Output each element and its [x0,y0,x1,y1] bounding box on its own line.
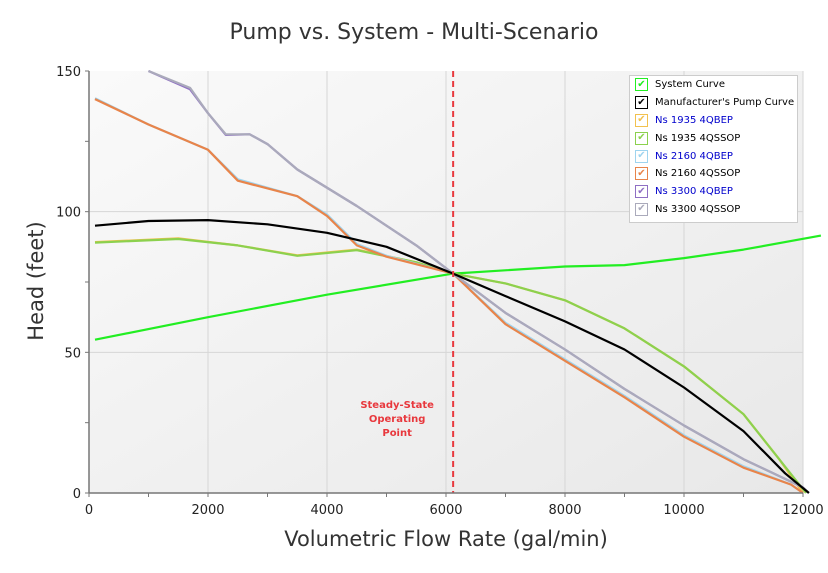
legend: ✔ System Curve ✔ Manufacturer's Pump Curve ✔… [629,75,798,223]
legend-item[interactable]: ✔ Manufacturer's Pump Curve [630,94,797,112]
legend-item[interactable]: ✔ Ns 1935 4QBEP [630,112,797,130]
legend-label: Manufacturer's Pump Curve [655,97,795,109]
legend-label: Ns 2160 4QSSOP [655,168,741,180]
x-axis-label: Volumetric Flow Rate (gal/min) [284,527,608,551]
series-line-system-curve [94,234,822,341]
legend-label: Ns 2160 4QBEP [655,150,733,162]
series-line-ns-2160-4qssop [94,98,804,494]
legend-item[interactable]: ✔ Ns 3300 4QBEP [630,183,797,201]
series-line-ns-1935-4qssop [94,237,807,494]
checkbox-icon[interactable]: ✔ [635,167,648,181]
checkbox-icon[interactable]: ✔ [635,78,648,92]
legend-item[interactable]: ✔ Ns 2160 4QSSOP [630,165,797,183]
x-tick-label: 10000 [663,503,704,518]
y-tick-label: 50 [64,346,81,361]
x-tick-label: 12000 [782,503,823,518]
checkbox-icon[interactable]: ✔ [635,113,648,127]
x-tick-label: 0 [85,503,93,518]
y-axis-label: Head (feet) [24,221,48,340]
checkbox-icon[interactable]: ✔ [635,149,648,163]
legend-label: Ns 3300 4QSSOP [655,203,741,215]
checkbox-icon[interactable]: ✔ [635,202,648,216]
legend-label: Ns 1935 4QSSOP [655,132,741,144]
x-tick-label: 2000 [191,503,224,518]
legend-label: Ns 3300 4QBEP [655,186,733,198]
operating-point-label: Point [382,428,412,439]
legend-item[interactable]: ✔ System Curve [630,76,797,94]
x-tick-label: 6000 [429,503,462,518]
legend-item[interactable]: ✔ Ns 1935 4QSSOP [630,129,797,147]
legend-item[interactable]: ✔ Ns 3300 4QSSOP [630,201,797,219]
y-tick-label: 150 [56,65,81,80]
legend-label: Ns 1935 4QBEP [655,114,733,126]
operating-point-label: Steady-State [360,400,434,411]
legend-label: System Curve [655,79,725,91]
y-tick-label: 100 [56,206,81,221]
x-tick-label: 8000 [548,503,581,518]
chart-title: Pump vs. System - Multi-Scenario [229,20,599,45]
series-line-ns-3300-4qssop [148,69,810,494]
checkbox-icon[interactable]: ✔ [635,131,648,145]
checkbox-icon[interactable]: ✔ [635,185,648,199]
x-tick-label: 4000 [310,503,343,518]
operating-point-label: Operating [369,414,426,425]
checkbox-icon[interactable]: ✔ [635,96,648,110]
series-line-manufacturer-s-pump-curve [94,219,810,494]
y-tick-label: 0 [73,487,81,502]
legend-item[interactable]: ✔ Ns 2160 4QBEP [630,147,797,165]
